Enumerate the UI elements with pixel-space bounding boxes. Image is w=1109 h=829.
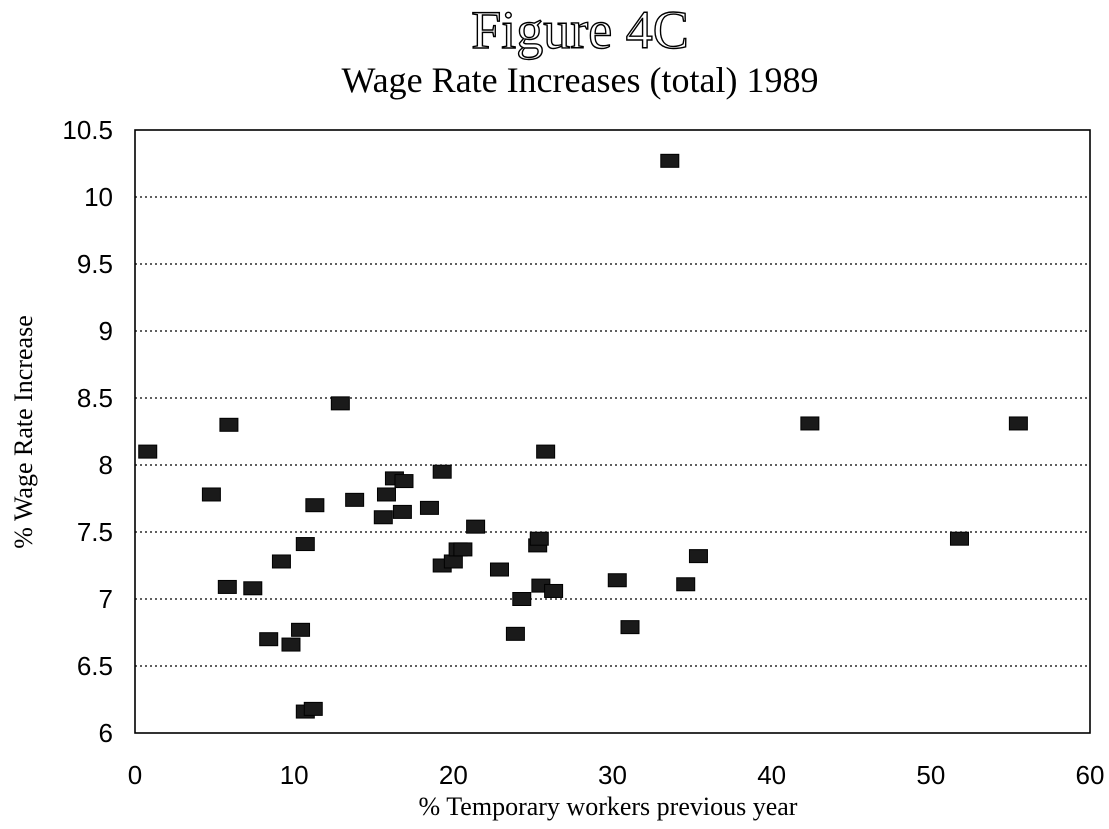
- chart-subtitle: Wage Rate Increases (total) 1989: [342, 60, 819, 100]
- data-point: [949, 531, 969, 546]
- data-point: [536, 444, 556, 459]
- x-axis-label: % Temporary workers previous year: [419, 792, 798, 821]
- data-point: [688, 549, 708, 564]
- data-points: [138, 153, 1028, 719]
- x-tick-label: 60: [1076, 760, 1105, 790]
- x-axis-ticks: 0 10 20 30 40 50 60: [128, 760, 1105, 790]
- y-tick-label: 9.5: [77, 249, 113, 279]
- data-point: [453, 542, 473, 557]
- chart-title: Figure 4C: [471, 0, 689, 60]
- data-point: [330, 396, 350, 411]
- data-point: [291, 622, 311, 637]
- data-point: [219, 417, 239, 432]
- data-point: [201, 487, 221, 502]
- data-point: [1008, 416, 1028, 431]
- data-point: [529, 531, 549, 546]
- gridlines: [135, 196, 1090, 667]
- y-tick-label: 9: [99, 316, 113, 346]
- data-point: [443, 554, 463, 569]
- x-tick-label: 50: [916, 760, 945, 790]
- data-point: [394, 474, 414, 489]
- x-tick-label: 30: [598, 760, 627, 790]
- y-tick-label: 6: [99, 718, 113, 748]
- y-tick-label: 7: [99, 584, 113, 614]
- y-tick-label: 10.5: [62, 115, 113, 145]
- data-point: [305, 498, 325, 513]
- y-tick-label: 8.5: [77, 383, 113, 413]
- x-tick-label: 40: [757, 760, 786, 790]
- y-axis-ticks: 6 6.5 7 7.5 8 8.5 9 9.5 10 10.5: [62, 115, 113, 748]
- data-point: [281, 637, 301, 652]
- data-point: [505, 626, 525, 641]
- data-point: [295, 537, 315, 552]
- data-point: [620, 620, 640, 635]
- data-point: [607, 573, 627, 588]
- plot-area-frame: [134, 129, 1091, 734]
- data-point: [392, 504, 412, 519]
- data-point: [512, 592, 532, 606]
- data-point: [217, 579, 237, 594]
- data-point: [243, 581, 263, 596]
- data-point: [345, 492, 365, 507]
- data-point: [676, 577, 696, 592]
- x-tick-label: 0: [128, 760, 142, 790]
- data-point: [303, 701, 323, 716]
- y-tick-label: 8: [99, 450, 113, 480]
- data-point: [376, 487, 396, 502]
- data-point: [466, 519, 486, 534]
- data-point: [138, 444, 158, 459]
- data-point: [489, 562, 509, 577]
- data-point: [419, 500, 439, 515]
- data-point: [544, 583, 564, 598]
- data-point: [800, 416, 820, 431]
- x-tick-label: 10: [280, 760, 309, 790]
- data-point: [660, 153, 680, 168]
- y-axis-label: % Wage Rate Increase: [9, 315, 38, 548]
- data-point: [259, 632, 279, 647]
- x-tick-label: 20: [439, 760, 468, 790]
- data-point: [432, 464, 452, 479]
- y-tick-label: 6.5: [77, 651, 113, 681]
- y-tick-label: 10: [84, 182, 113, 212]
- data-point: [271, 554, 291, 569]
- data-point: [373, 510, 393, 525]
- y-tick-label: 7.5: [77, 517, 113, 547]
